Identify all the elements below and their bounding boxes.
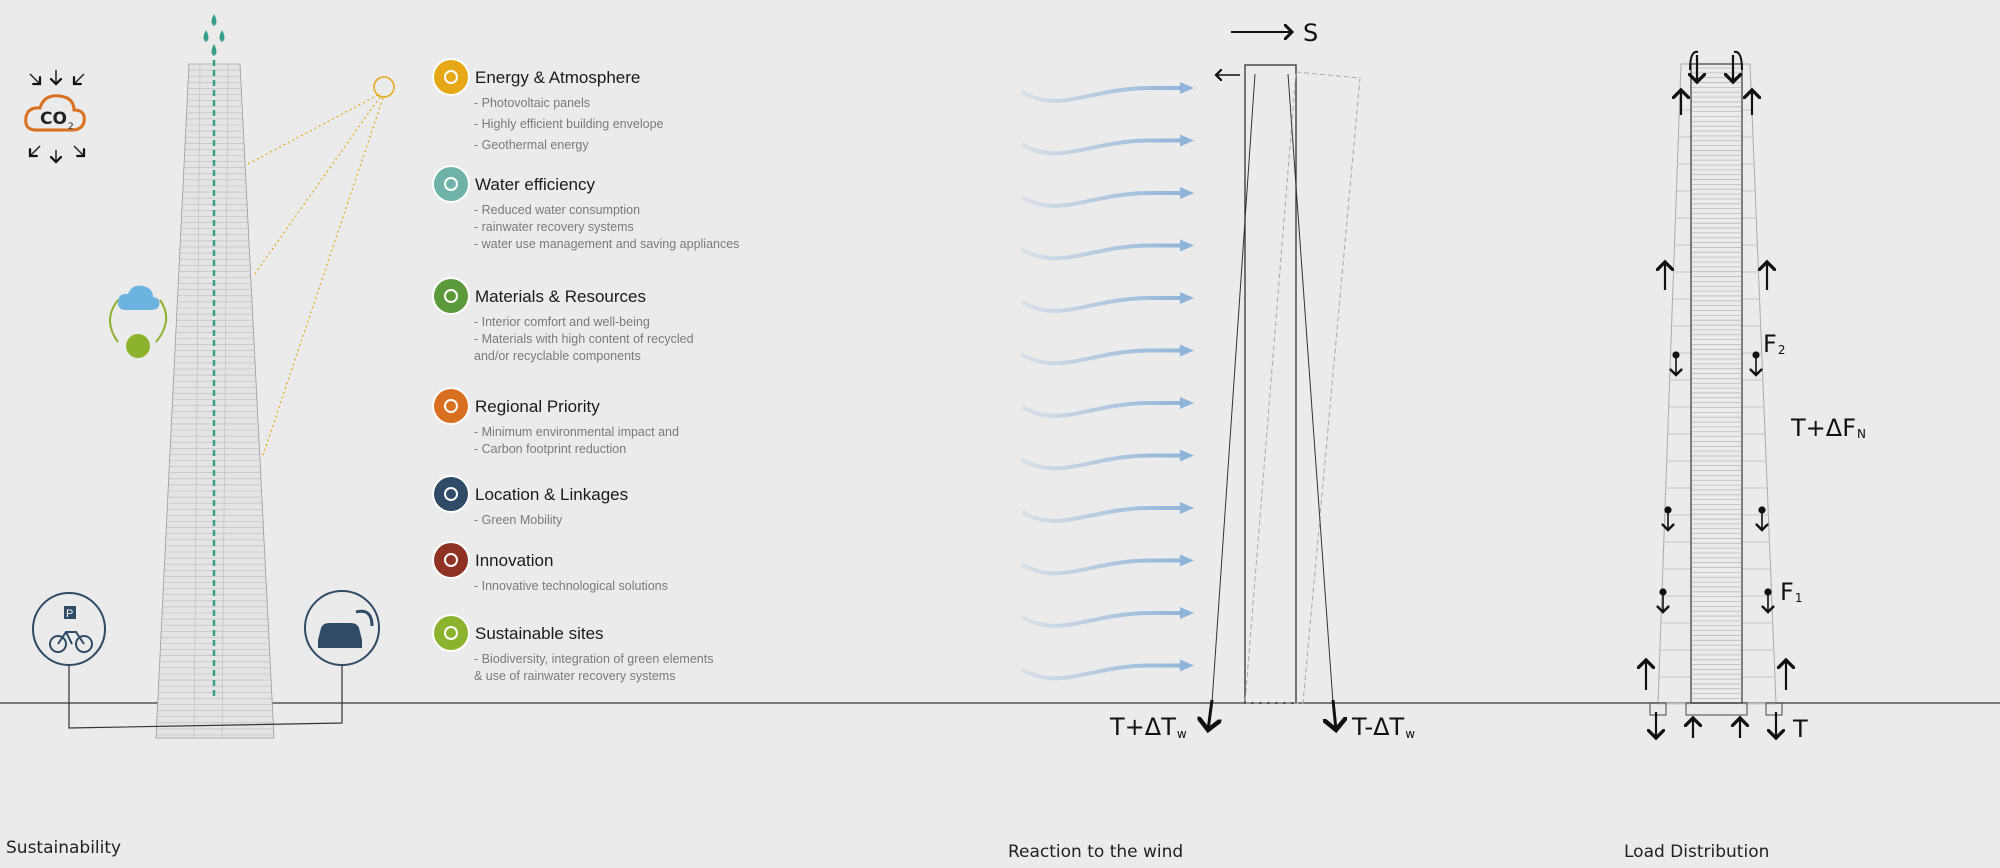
category-item: - water use management and saving applia… (474, 237, 739, 251)
wind-arrow (1020, 401, 1185, 418)
left-tension-text: T+ΔTw (1109, 713, 1187, 741)
rain-cycle-icon (109, 285, 167, 358)
f1-text: F1 (1780, 578, 1802, 606)
f2-text: F2 (1763, 330, 1785, 358)
category-title: Energy & Atmosphere (475, 68, 640, 87)
wind-arrow-head (1180, 344, 1194, 357)
wind-arrow (1020, 558, 1185, 576)
f1-sub: 1 (1795, 591, 1803, 605)
category-3: Regional Priority - Minimum environmental… (432, 387, 679, 456)
category-0: Energy & Atmosphere - Photovoltaic panels… (432, 58, 664, 152)
f1-label: F (1780, 578, 1794, 606)
category-title: Materials & Resources (475, 287, 646, 306)
co2-subscript: 2 (68, 122, 74, 132)
recycle-icon (434, 279, 468, 313)
parking-label: P (66, 608, 73, 620)
load-arrows (1646, 50, 1786, 738)
category-item: - Geothermal energy (474, 138, 589, 152)
wind-arrow-head (1180, 397, 1194, 409)
magnifier-icon (434, 389, 468, 423)
wind-arrow-head (1180, 502, 1194, 514)
wind-arrow-head (1180, 607, 1194, 619)
sun-icon (434, 60, 468, 94)
category-item: & use of rainwater recovery systems (474, 669, 675, 683)
sun-rays (247, 94, 384, 459)
wind-arrow-head (1180, 187, 1194, 199)
category-item: - Green Mobility (474, 513, 563, 527)
wind-arrow (1020, 348, 1185, 366)
category-title: Location & Linkages (475, 485, 628, 504)
sway-label: S (1303, 19, 1318, 47)
co2-label: CO (40, 109, 67, 129)
wind-tower-deflected (1244, 71, 1361, 704)
caption-load: Load Distribution (1624, 842, 1769, 862)
edit-icon (434, 543, 468, 577)
category-title: Regional Priority (475, 397, 600, 416)
left-tension-sub: w (1177, 727, 1187, 741)
co2-text: CO2 (40, 109, 74, 132)
wind-arrow-head (1180, 554, 1194, 567)
category-item: - Highly efficient building envelope (474, 117, 664, 131)
sprout-icon (434, 616, 468, 650)
category-title: Sustainable sites (475, 624, 604, 643)
wind-arrow (1020, 506, 1185, 523)
water-drops-icon (203, 14, 225, 56)
category-item: and/or recyclable components (474, 349, 641, 363)
electric-car-icon (304, 590, 380, 666)
right-tension-text: T-ΔTw (1351, 713, 1415, 741)
fn-text: T+ΔFN (1790, 414, 1866, 442)
category-item: - Carbon footprint reduction (474, 442, 626, 456)
wind-arrow-head (1180, 82, 1194, 94)
category-2: Materials & Resources - Interior comfort … (432, 277, 694, 363)
category-1: Water efficiency - Reduced water consumpt… (432, 165, 739, 251)
caption-wind: Reaction to the wind (1008, 842, 1183, 862)
category-title: Innovation (475, 551, 553, 570)
left-tension-label: T+ΔT (1109, 713, 1176, 741)
wind-arrow (1020, 86, 1185, 103)
wind-arrow (1020, 243, 1185, 261)
wind-arrow-head (1180, 239, 1194, 252)
wind-arrow (1020, 296, 1185, 313)
wind-arrow (1020, 663, 1185, 681)
water-drop-icon (434, 167, 468, 201)
co2-cloud-icon: CO2 (24, 70, 86, 162)
t-label: T (1792, 715, 1808, 743)
load-tower (1649, 63, 1783, 716)
sustainability-categories: Energy & Atmosphere - Photovoltaic panels… (432, 58, 739, 683)
wind-arrow-head (1180, 134, 1194, 147)
category-item: - Interior comfort and well-being (474, 315, 650, 329)
wind-tower (1244, 64, 1297, 704)
category-4: Location & Linkages - Green Mobility (432, 475, 628, 527)
f2-label: F (1763, 330, 1777, 358)
wind-arrow (1020, 453, 1185, 471)
category-item: - Biodiversity, integration of green ele… (474, 652, 713, 666)
fn-sub: N (1857, 427, 1866, 441)
wind-arrow (1020, 138, 1185, 156)
wind-arrow (1020, 611, 1185, 628)
right-tension-label: T-ΔT (1351, 713, 1405, 741)
wind-arrows (1020, 82, 1194, 681)
f2-sub: 2 (1778, 343, 1786, 357)
sun-icon (373, 76, 395, 98)
category-item: - Innovative technological solutions (474, 579, 668, 593)
category-title: Water efficiency (475, 175, 595, 194)
category-item: - Reduced water consumption (474, 203, 640, 217)
category-item: - Photovoltaic panels (474, 96, 590, 110)
wind-arrow-head (1180, 659, 1194, 672)
category-item: - Minimum environmental impact and (474, 425, 679, 439)
wind-arrow-head (1180, 449, 1194, 462)
category-5: Innovation - Innovative technological sol… (432, 541, 668, 593)
bike-parking-icon: P (32, 592, 106, 666)
bus-icon (434, 477, 468, 511)
mobility-connection (68, 665, 343, 729)
fn-label: T+ΔF (1790, 414, 1856, 442)
category-item: - rainwater recovery systems (474, 220, 634, 234)
caption-sustainability: Sustainability (6, 838, 121, 858)
category-6: Sustainable sites - Biodiversity, integra… (432, 614, 713, 683)
right-tension-sub: w (1405, 727, 1415, 741)
wind-arrow (1020, 191, 1185, 208)
wind-arrow-head (1180, 292, 1194, 304)
category-item: - Materials with high content of recycle… (474, 332, 694, 346)
